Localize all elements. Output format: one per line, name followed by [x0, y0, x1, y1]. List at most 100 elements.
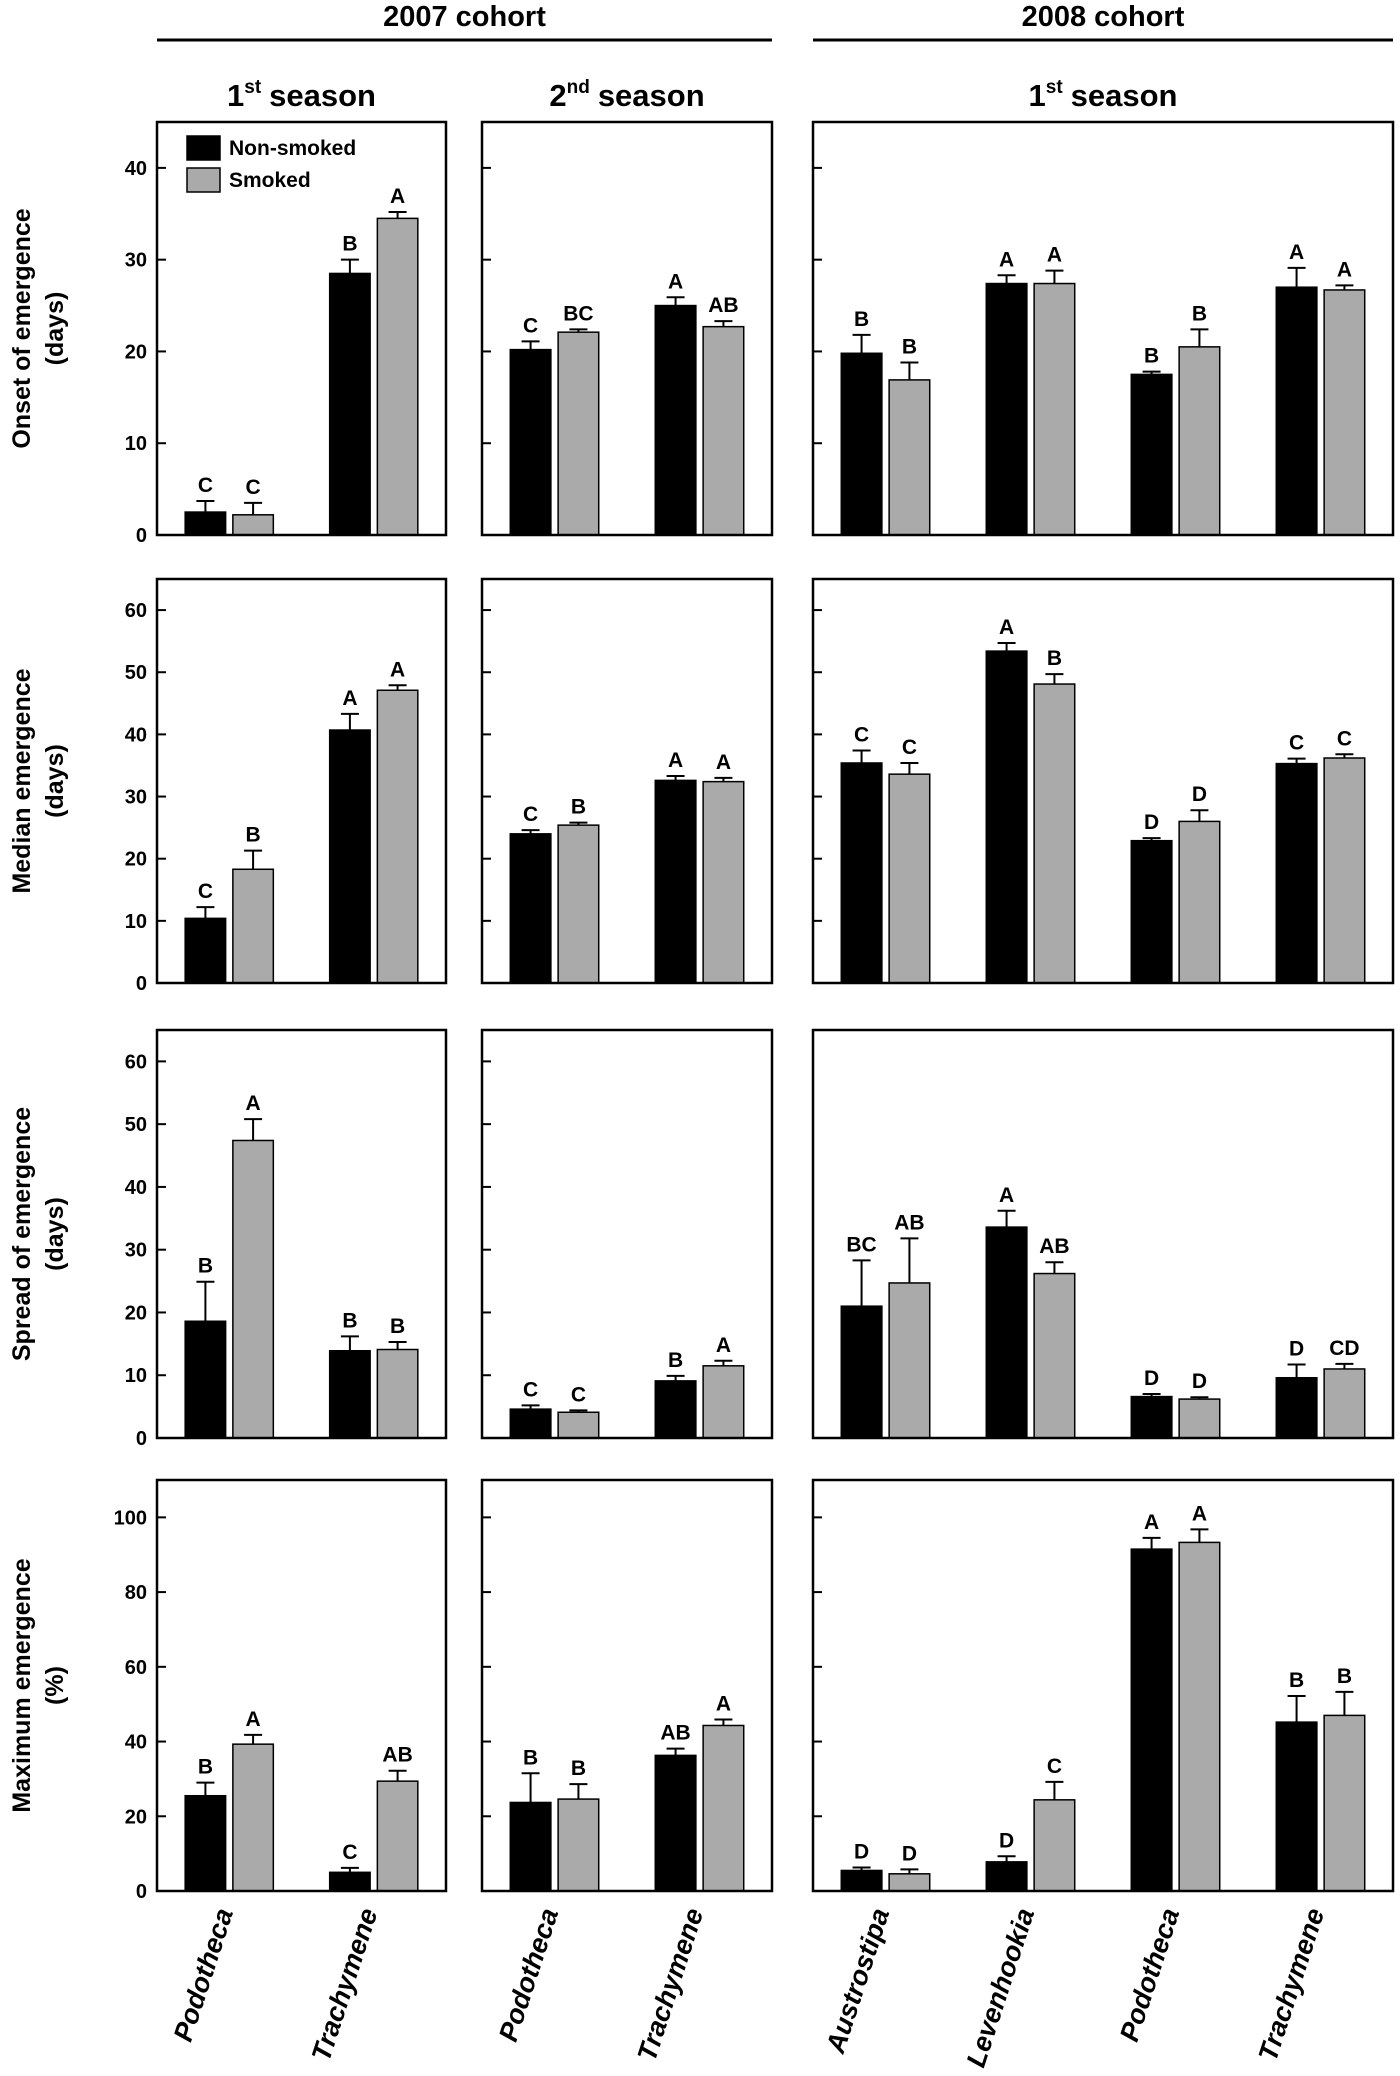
error-bar	[1045, 673, 1064, 685]
significance-letter: B	[198, 1756, 213, 1779]
significance-letter: A	[390, 185, 405, 208]
significance-letter: D	[1289, 1338, 1304, 1361]
panel-frame	[155, 1478, 448, 1893]
season-label: season	[598, 78, 705, 113]
category-label: Podotheca	[493, 1905, 564, 2046]
significance-letter: A	[716, 1693, 731, 1716]
y-axis-label: (%)	[41, 1666, 69, 1705]
error-bar	[666, 1747, 685, 1756]
season-ordinal: 2	[549, 78, 566, 113]
significance-letter: B	[571, 796, 586, 819]
bar	[654, 304, 697, 536]
significance-letter: A	[668, 270, 683, 293]
bar	[557, 1798, 600, 1892]
legend-swatch	[186, 167, 221, 193]
bar	[1275, 762, 1318, 984]
significance-letter: BC	[563, 302, 593, 325]
season-title: 2nd season	[549, 77, 704, 113]
error-bar	[1287, 1363, 1306, 1378]
y-tick-label: 50	[125, 1114, 147, 1136]
significance-letter: C	[198, 474, 213, 497]
bar	[1130, 839, 1173, 984]
panel-frame	[811, 1028, 1395, 1440]
error-bar	[1142, 837, 1161, 841]
bar	[985, 1861, 1028, 1892]
bar	[840, 352, 883, 536]
bar	[702, 780, 745, 984]
error-bar	[1190, 1396, 1209, 1400]
y-tick-label: 60	[125, 1051, 147, 1073]
significance-letter: D	[902, 1842, 917, 1865]
error-bar	[388, 1769, 407, 1782]
significance-letter: D	[1144, 811, 1159, 834]
error-bar	[569, 1783, 588, 1800]
y-tick-label: 30	[125, 1240, 147, 1262]
bar	[509, 348, 552, 536]
bar	[184, 1320, 227, 1439]
y-tick-label: 50	[125, 662, 147, 684]
y-tick-label: 0	[136, 1428, 147, 1450]
significance-letter: B	[198, 1255, 213, 1278]
error-bar	[1287, 757, 1306, 764]
y-tick-label: 20	[125, 1302, 147, 1324]
bar	[1275, 1376, 1318, 1439]
bar	[376, 1780, 419, 1892]
error-bar	[1335, 753, 1354, 759]
significance-letter: C	[246, 476, 261, 499]
bar	[1130, 1548, 1173, 1892]
error-bar	[997, 1855, 1016, 1862]
significance-letter: C	[1337, 727, 1352, 750]
y-tick-label: 40	[125, 1177, 147, 1199]
y-tick-label: 40	[125, 158, 147, 180]
y-tick-label: 80	[125, 1582, 147, 1604]
significance-letter: A	[668, 749, 683, 772]
bar	[1033, 1799, 1076, 1892]
error-bar	[196, 1280, 215, 1322]
error-bar	[852, 1259, 871, 1307]
significance-letter: C	[523, 314, 538, 337]
y-axis-label: (days)	[41, 292, 69, 366]
category-label: Trachymene	[632, 1905, 710, 2065]
bar	[888, 773, 931, 984]
error-bar	[340, 712, 359, 731]
error-bar	[196, 906, 215, 919]
bar	[328, 1871, 371, 1892]
significance-letter: B	[854, 308, 869, 331]
y-tick-label: 20	[125, 341, 147, 363]
error-bar	[1142, 1393, 1161, 1397]
significance-letter: AB	[708, 294, 738, 317]
significance-letter: B	[1144, 345, 1159, 368]
significance-letter: D	[999, 1829, 1014, 1852]
significance-letter: B	[902, 335, 917, 358]
bar	[1178, 820, 1221, 984]
significance-letter: B	[246, 824, 261, 847]
error-bar	[388, 684, 407, 691]
error-bar	[196, 500, 215, 513]
season-label: season	[1071, 78, 1178, 113]
bar	[1178, 346, 1221, 536]
y-tick-label: 20	[125, 1806, 147, 1828]
significance-letter: A	[716, 751, 731, 774]
y-tick-label: 40	[125, 1732, 147, 1754]
bar	[702, 325, 745, 536]
significance-letter: A	[999, 248, 1014, 271]
y-axis-label: Maximum emergence	[8, 1558, 36, 1812]
error-bar	[666, 1374, 685, 1381]
error-bar	[1142, 370, 1161, 375]
significance-letter: C	[1047, 1755, 1062, 1778]
bar	[1130, 373, 1173, 536]
error-bar	[1045, 269, 1064, 284]
error-bar	[569, 821, 588, 826]
category-label: Podotheca	[1114, 1905, 1185, 2046]
error-bar	[1190, 809, 1209, 822]
error-bar	[1142, 1536, 1161, 1550]
bar	[840, 762, 883, 984]
significance-letter: B	[1047, 647, 1062, 670]
bar	[328, 272, 371, 536]
significance-letter: B	[1192, 302, 1207, 325]
error-bar	[340, 1335, 359, 1351]
legend-label: Smoked	[229, 169, 311, 192]
bar	[1033, 683, 1076, 984]
season-title: 1st season	[1029, 77, 1178, 113]
error-bar	[1335, 1362, 1354, 1369]
